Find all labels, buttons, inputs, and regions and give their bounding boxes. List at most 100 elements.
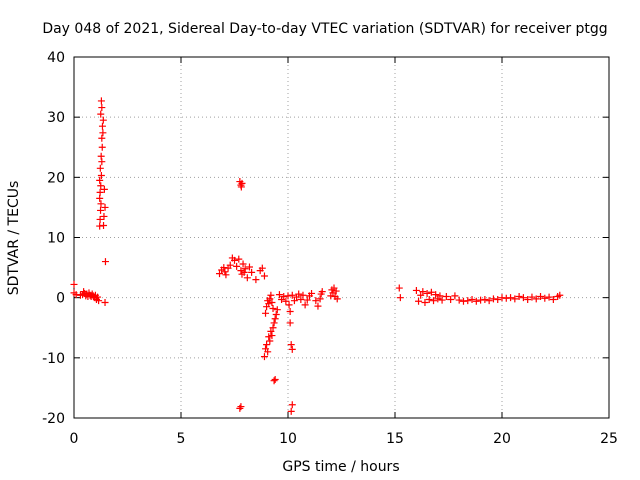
x-tick-label: 15 <box>386 431 404 447</box>
data-point <box>97 172 105 180</box>
data-point <box>442 292 450 300</box>
data-point <box>489 295 497 303</box>
data-point <box>97 152 105 160</box>
data-point <box>241 265 249 273</box>
data-point <box>98 104 106 112</box>
data-point <box>264 348 272 356</box>
data-point <box>290 297 298 305</box>
data-point <box>287 341 295 349</box>
data-point <box>288 291 296 299</box>
data-point <box>417 291 425 299</box>
data-point <box>99 129 107 137</box>
y-tick-label: 20 <box>47 170 65 186</box>
data-point <box>318 288 326 296</box>
data-point <box>287 407 295 415</box>
data-point <box>245 263 253 271</box>
x-tick-labels: 0 5 10 15 20 25 <box>70 431 618 447</box>
data-point <box>312 297 320 305</box>
data-point <box>271 315 279 323</box>
data-point <box>269 324 277 332</box>
x-tick-label: 25 <box>600 431 618 447</box>
data-point <box>485 297 493 305</box>
data-point <box>101 258 109 266</box>
data-point <box>240 268 248 276</box>
data-point <box>507 294 515 302</box>
data-point <box>273 306 281 314</box>
y-tick-label: 30 <box>47 110 65 126</box>
data-point <box>545 293 553 301</box>
data-point <box>237 403 245 411</box>
data-point <box>101 298 109 306</box>
data-point <box>95 297 103 305</box>
x-axis-label: GPS time / hours <box>282 459 399 475</box>
data-point <box>267 291 275 299</box>
data-point <box>270 377 278 385</box>
data-point <box>70 280 78 288</box>
data-point <box>425 295 433 303</box>
data-point <box>464 297 472 305</box>
data-point <box>275 291 283 299</box>
data-point <box>477 296 485 304</box>
y-tick-label: 40 <box>47 50 65 66</box>
data-point <box>258 264 266 272</box>
data-point <box>549 295 557 303</box>
data-point <box>301 301 309 309</box>
data-point <box>233 262 241 270</box>
data-point <box>248 268 256 276</box>
data-point <box>286 319 294 327</box>
data-point <box>494 295 502 303</box>
data-point <box>272 311 280 319</box>
data-point <box>243 274 251 282</box>
y-tick-label: -20 <box>42 411 65 427</box>
data-point <box>481 295 489 303</box>
data-point <box>455 296 463 304</box>
data-point <box>252 276 260 284</box>
data-point <box>427 288 435 296</box>
data-point <box>260 353 268 361</box>
data-point <box>96 215 104 223</box>
data-point <box>288 401 296 409</box>
data-point <box>98 143 106 151</box>
chart-title: Day 048 of 2021, Sidereal Day-to-day VTE… <box>42 21 607 37</box>
data-point <box>222 271 230 279</box>
data-point <box>239 260 247 268</box>
data-point <box>532 295 540 303</box>
data-point <box>511 295 519 303</box>
data-point <box>97 182 105 190</box>
data-point <box>231 256 238 264</box>
data-point <box>220 264 228 272</box>
data-point <box>97 110 105 118</box>
data-point <box>421 298 429 306</box>
data-point <box>537 292 545 300</box>
data-point <box>97 200 105 208</box>
x-tick-label: 5 <box>177 431 186 447</box>
data-point <box>216 270 224 278</box>
data-point <box>270 319 278 327</box>
data-point <box>332 287 340 295</box>
data-point <box>314 302 322 310</box>
data-point <box>96 164 104 172</box>
data-point <box>502 294 510 302</box>
x-tick-label: 10 <box>279 431 297 447</box>
data-point <box>524 295 532 303</box>
x-tick-label: 0 <box>70 431 79 447</box>
x-tick-label: 20 <box>493 431 511 447</box>
data-point <box>556 291 564 299</box>
data-point <box>96 222 104 230</box>
data-point <box>451 292 459 300</box>
data-point <box>98 122 106 130</box>
data-point <box>316 295 324 303</box>
data-point <box>236 404 244 412</box>
axis-ticks <box>73 56 610 419</box>
y-tick-label: 0 <box>56 291 65 307</box>
data-point <box>419 288 427 296</box>
data-point <box>396 294 404 302</box>
data-point <box>412 286 420 294</box>
data-point <box>472 297 480 305</box>
data-point <box>447 295 455 303</box>
data-point <box>98 134 106 142</box>
data-point <box>288 345 296 353</box>
data-point <box>269 304 277 312</box>
data-point <box>295 290 303 298</box>
